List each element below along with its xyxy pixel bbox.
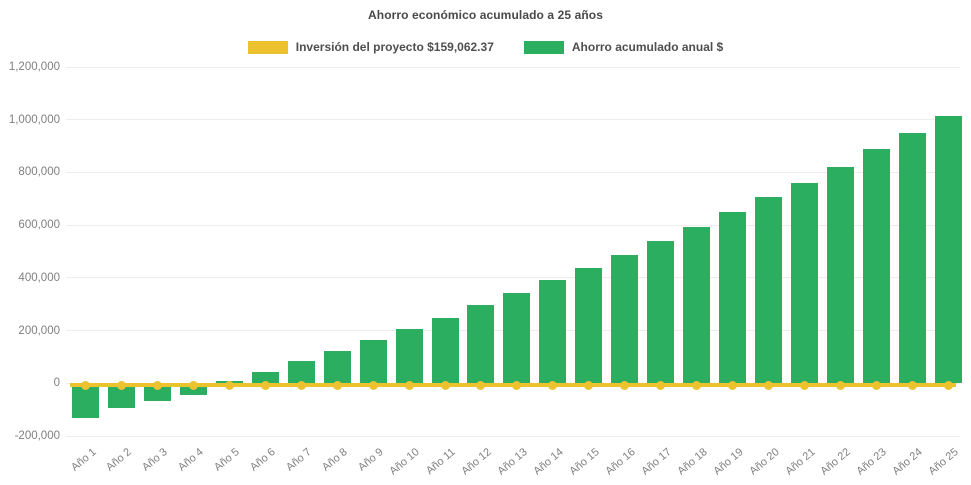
bar-ano-3 [143, 383, 171, 401]
investment-line-marker [692, 380, 702, 390]
investment-line-marker [584, 380, 594, 390]
gridline [66, 224, 960, 226]
bar-ano-17 [647, 240, 675, 384]
investment-line-marker [152, 380, 162, 390]
chart-title: Ahorro económico acumulado a 25 años [368, 8, 603, 22]
gridline [66, 119, 960, 121]
investment-line-marker [620, 380, 630, 390]
bar-ano-9 [359, 339, 387, 384]
legend-item-inversion[interactable]: Inversión del proyecto $159,062.37 [247, 40, 494, 54]
legend-label-ahorro: Ahorro acumulado anual $ [571, 40, 724, 54]
gridline [66, 171, 960, 173]
y-tick-label: 400,000 [18, 271, 60, 284]
bar-ano-10 [395, 329, 423, 384]
bar-ano-7 [287, 361, 315, 384]
investment-line-marker [440, 380, 450, 390]
gridline [66, 435, 960, 437]
bar-ano-21 [791, 183, 818, 384]
investment-line-marker [907, 380, 917, 390]
investment-line-marker [224, 380, 234, 390]
legend-item-ahorro[interactable]: Ahorro acumulado anual $ [523, 40, 724, 54]
bar-ano-16 [611, 254, 639, 384]
y-tick-label: 1,000,000 [8, 113, 60, 126]
y-tick-label: -200,000 [14, 430, 60, 442]
investment-line-marker [332, 380, 342, 390]
investment-line-marker [835, 380, 845, 390]
investment-line-marker [764, 380, 774, 390]
investment-line-marker [476, 380, 486, 390]
bar-ano-20 [755, 197, 783, 384]
investment-line-marker [188, 380, 198, 390]
bar-ano-19 [719, 212, 747, 384]
bar-ano-15 [575, 268, 603, 384]
investment-line-marker [81, 380, 90, 390]
investment-line-marker [548, 380, 558, 390]
investment-line-marker [728, 380, 738, 390]
investment-line-marker [368, 380, 378, 390]
investment-line-marker [116, 380, 126, 390]
bar-ano-13 [503, 293, 531, 384]
bar-ano-12 [467, 305, 495, 384]
legend-swatch-yellow [247, 40, 288, 54]
bar-ano-24 [898, 133, 926, 384]
bar-ano-6 [251, 371, 279, 384]
y-tick-label: 1,200,000 [8, 61, 60, 73]
investment-line-marker [656, 380, 666, 390]
investment-line-marker [260, 380, 270, 390]
bar-ano-22 [826, 166, 854, 384]
investment-line-marker [871, 380, 881, 390]
y-tick-label: 600,000 [18, 219, 60, 232]
investment-line-marker [512, 380, 522, 390]
legend-swatch-green [523, 40, 564, 54]
legend-label-inversion: Inversión del proyecto $159,062.37 [295, 40, 494, 54]
bar-ano-11 [431, 317, 459, 384]
y-tick-label: 800,000 [18, 166, 60, 179]
chart-legend: Inversión del proyecto $159,062.37 Ahorr… [0, 40, 971, 54]
bar-ano-25 [934, 115, 962, 384]
gridline [66, 277, 960, 279]
investment-line-marker [800, 380, 809, 390]
gridline [66, 66, 960, 68]
bar-ano-8 [323, 351, 351, 384]
bar-ano-14 [539, 280, 567, 384]
bar-ano-18 [683, 226, 711, 384]
y-tick-label: 200,000 [18, 324, 60, 337]
investment-line-marker [943, 380, 953, 390]
y-tick-label: 0 [53, 377, 60, 390]
investment-line-marker [296, 380, 306, 390]
bar-ano-23 [862, 149, 890, 384]
investment-line-marker [404, 380, 414, 390]
